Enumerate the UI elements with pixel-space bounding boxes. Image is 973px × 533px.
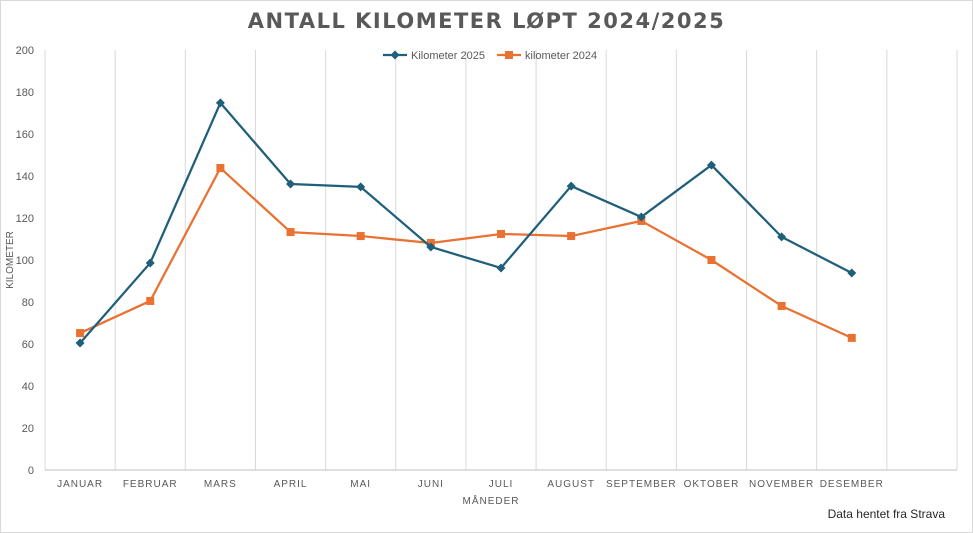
x-tick-label: FEBRUAR — [123, 479, 178, 490]
y-tick-label: 0 — [28, 465, 34, 477]
data-point-kilometer-2024 — [497, 229, 505, 238]
data-point-kilometer-2024 — [777, 301, 786, 310]
y-tick-label: 200 — [16, 45, 34, 57]
y-tick-label: 60 — [22, 339, 34, 351]
data-point-kilometer-2025 — [706, 160, 716, 170]
x-tick-label: OKTOBER — [684, 479, 740, 490]
data-point-kilometer-2025 — [75, 338, 85, 348]
data-point-kilometer-2025 — [145, 258, 155, 268]
data-point-kilometer-2025 — [426, 242, 436, 252]
series-line-kilometer-2025 — [79, 101, 853, 344]
x-tick-label: JULI — [489, 479, 514, 490]
series-line-kilometer-2024 — [79, 166, 853, 339]
data-point-kilometer-2024 — [286, 228, 295, 237]
y-tick-label: 160 — [16, 129, 34, 141]
legend-label: kilometer 2024 — [525, 50, 597, 62]
chart-title: ANTALL KILOMETER LØPT 2024/2025 — [247, 9, 726, 33]
y-tick-label: 20 — [22, 423, 34, 435]
x-tick-label: MAI — [350, 479, 371, 490]
data-point-kilometer-2025 — [777, 232, 787, 242]
data-point-kilometer-2024 — [76, 329, 85, 338]
legend-marker-kilometer-2024 — [505, 51, 513, 59]
data-point-kilometer-2024 — [707, 256, 716, 264]
y-tick-label: 100 — [16, 255, 34, 267]
data-point-kilometer-2025 — [566, 181, 576, 191]
x-tick-label: SEPTEMBER — [606, 479, 677, 490]
data-point-kilometer-2024 — [356, 232, 365, 241]
data-point-kilometer-2025 — [847, 268, 857, 278]
y-axis-title: KILOMETER — [5, 231, 16, 289]
data-point-kilometer-2024 — [146, 296, 155, 305]
data-point-kilometer-2025 — [215, 98, 225, 108]
legend-label: Kilometer 2025 — [411, 50, 485, 62]
x-tick-label: APRIL — [274, 479, 308, 490]
legend-marker-kilometer-2025 — [390, 50, 400, 60]
data-point-kilometer-2025 — [356, 182, 366, 192]
data-source-note: Data hentet fra Strava — [827, 507, 945, 521]
y-tick-label: 140 — [16, 171, 34, 183]
y-tick-label: 120 — [16, 213, 34, 225]
x-tick-label: NOVEMBER — [749, 479, 814, 490]
data-point-kilometer-2024 — [847, 333, 856, 342]
data-point-kilometer-2025 — [496, 263, 506, 273]
y-tick-label: 40 — [22, 381, 34, 393]
x-tick-label: MARS — [204, 479, 237, 490]
x-tick-label: AUGUST — [547, 479, 595, 490]
y-tick-label: 80 — [22, 297, 34, 309]
data-point-kilometer-2025 — [286, 179, 296, 189]
data-point-kilometer-2025 — [636, 212, 646, 222]
data-point-kilometer-2024 — [216, 164, 225, 173]
data-point-kilometer-2024 — [567, 232, 576, 241]
x-tick-label: JUNI — [418, 479, 444, 490]
x-tick-label: DESEMBER — [820, 479, 884, 490]
y-tick-label: 180 — [16, 87, 34, 99]
x-axis-title: MÅNEDER — [462, 494, 519, 507]
x-tick-label: JANUAR — [57, 479, 103, 490]
